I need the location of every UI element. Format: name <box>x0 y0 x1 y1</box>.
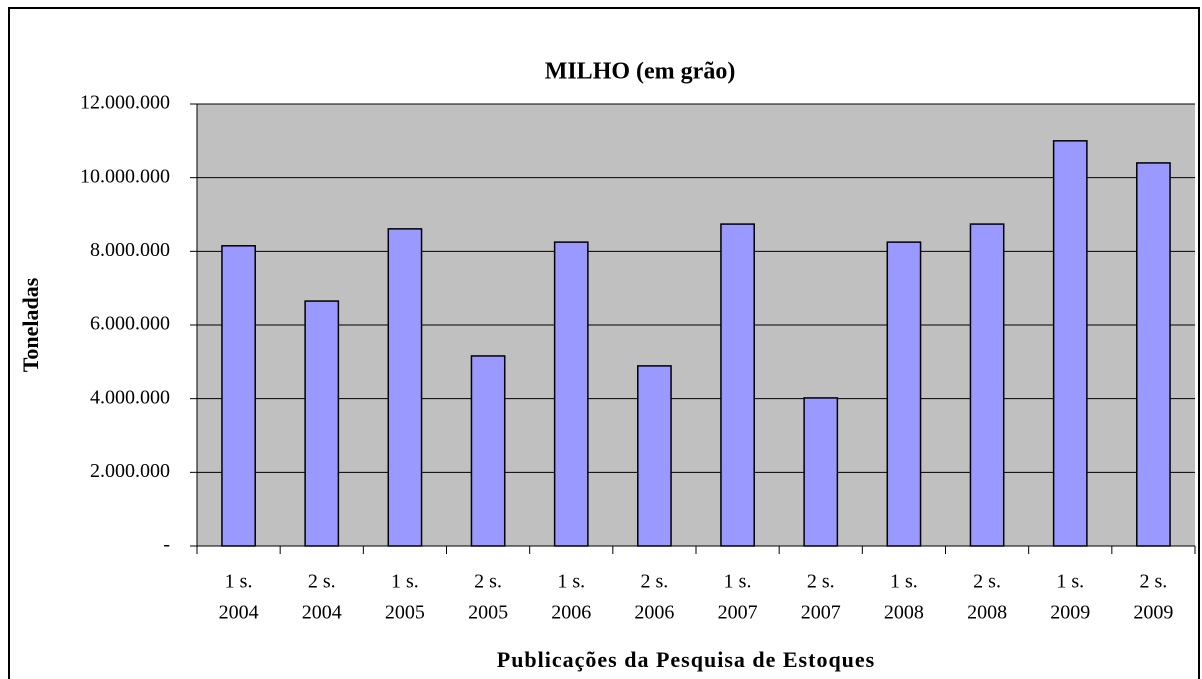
y-tick-label: 8.000.000 <box>90 239 170 261</box>
x-tick-label: 2008 <box>967 602 1007 624</box>
x-tick-label: 2009 <box>1050 602 1090 624</box>
x-tick-label: 1 s. <box>890 571 918 593</box>
y-tick-label: 12.000.000 <box>80 92 170 114</box>
bar <box>969 223 1005 547</box>
bar <box>470 355 506 547</box>
y-axis-label: Toneladas <box>18 277 43 372</box>
x-tick-label: 2008 <box>884 602 924 624</box>
x-tick-label: 1 s. <box>724 571 752 593</box>
bar <box>637 365 672 547</box>
chart-title: MILHO (em grão) <box>545 59 736 85</box>
x-tick-label: 1 s. <box>225 571 253 593</box>
x-tick-label: 2004 <box>219 602 259 624</box>
x-tick-label: 2007 <box>801 602 841 624</box>
bar <box>720 223 755 547</box>
x-tick-label: 2 s. <box>973 571 1001 593</box>
bar <box>803 397 839 547</box>
x-tick-label: 2004 <box>302 602 342 624</box>
x-tick-label: 2005 <box>468 602 508 624</box>
y-tick-label: 4.000.000 <box>90 386 170 408</box>
x-tick-label: 2006 <box>634 602 674 624</box>
x-tick-label: 2 s. <box>474 571 502 593</box>
bar <box>553 241 589 547</box>
y-tick-label: 2.000.000 <box>90 460 170 482</box>
x-tick-label: 2 s. <box>1140 571 1168 593</box>
x-tick-label: 2005 <box>385 602 425 624</box>
bar <box>1052 140 1088 547</box>
bar <box>221 245 256 547</box>
x-tick-label: 2007 <box>718 602 758 624</box>
x-axis-label: Publicações da Pesquisa de Estoques <box>497 647 876 672</box>
x-tick-label: 1 s. <box>391 571 419 593</box>
x-tick-label: 2 s. <box>641 571 669 593</box>
x-tick-label: 2 s. <box>308 571 336 593</box>
bar <box>304 300 340 547</box>
x-tick-label: 2006 <box>551 602 591 624</box>
x-tick-label: 1 s. <box>1056 571 1084 593</box>
y-tick-label: 6.000.000 <box>90 313 170 335</box>
y-tick-label: 10.000.000 <box>80 165 170 187</box>
x-tick-label: 2 s. <box>807 571 835 593</box>
bar <box>886 241 922 547</box>
x-tick-label: 1 s. <box>557 571 585 593</box>
x-tick-label: 2009 <box>1133 602 1173 624</box>
y-tick-label: - <box>163 534 170 556</box>
bar <box>1136 162 1171 547</box>
bar <box>387 228 423 547</box>
